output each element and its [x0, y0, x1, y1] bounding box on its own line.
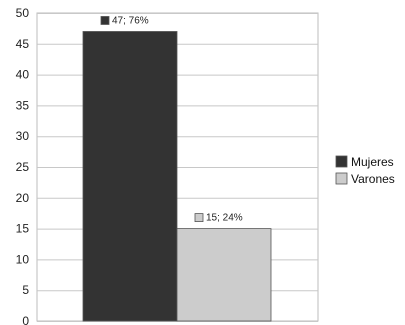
legend-label-mujeres: Mujeres	[351, 155, 394, 169]
y-tick-label: 20	[16, 191, 30, 205]
data-label-key	[194, 213, 204, 223]
data-labels: 47; 76% 15; 24%	[100, 15, 243, 224]
bar-varones	[176, 228, 272, 322]
y-tick-label: 5	[22, 283, 29, 297]
y-tick-label: 25	[16, 160, 30, 174]
legend-label-varones: Varones	[351, 172, 395, 186]
bar-mujeres	[82, 31, 178, 322]
data-label-mujeres: 47; 76%	[112, 15, 149, 26]
y-tick-label: 50	[16, 6, 30, 20]
legend-swatch-mujeres	[335, 155, 348, 168]
data-label-key	[100, 16, 110, 25]
y-tick-label: 30	[16, 129, 30, 143]
y-axis-ticks: 0 5 10 15 20 25 30 35 40 45 50	[16, 6, 30, 325]
data-label-varones: 15; 24%	[206, 213, 243, 224]
y-tick-label: 40	[16, 68, 30, 82]
legend: Mujeres Varones	[335, 155, 395, 186]
y-tick-label: 45	[16, 37, 30, 51]
y-tick-label: 35	[16, 98, 30, 112]
legend-swatch-varones	[335, 172, 348, 185]
bars	[82, 31, 272, 322]
y-tick-label: 15	[16, 222, 30, 236]
y-tick-label: 10	[16, 252, 30, 266]
y-tick-label: 0	[22, 314, 29, 325]
